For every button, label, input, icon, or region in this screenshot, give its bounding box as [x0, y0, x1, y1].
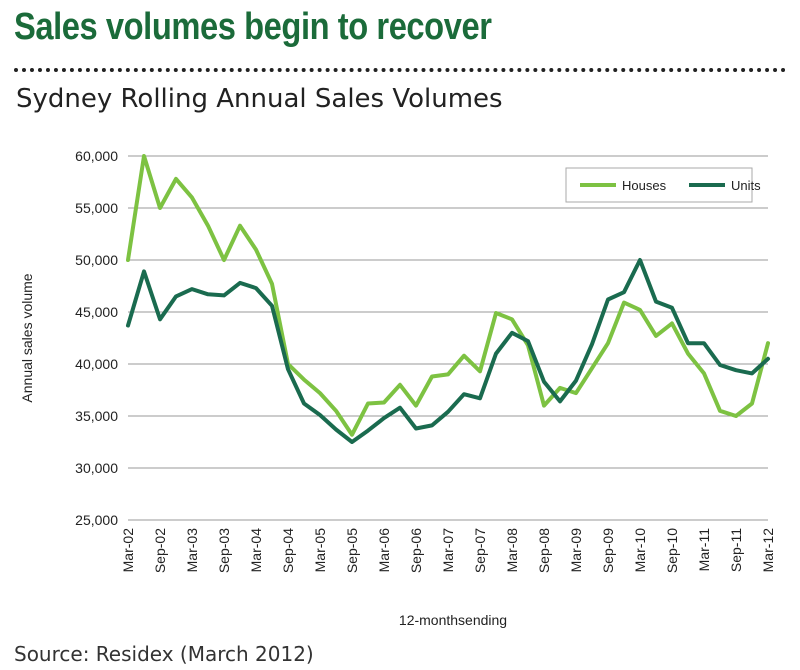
- x-axis-label: 12-monthsending: [399, 612, 507, 628]
- x-tick-label: Mar-06: [376, 528, 392, 573]
- x-tick-label: Mar-10: [632, 528, 648, 573]
- y-tick-label: 55,000: [75, 200, 118, 216]
- x-tick-label: Sep-06: [408, 528, 424, 573]
- sales-volume-chart: 25,000 30,000 35,000 40,000 45,000 50,000 55,0…: [19, 148, 776, 628]
- x-tick-label: Mar-03: [184, 528, 200, 573]
- y-tick-label: 25,000: [75, 512, 118, 528]
- x-tick-label: Sep-03: [216, 528, 232, 573]
- legend-label-houses: Houses: [622, 178, 667, 193]
- legend-label-units: Units: [731, 178, 761, 193]
- y-tick-label: 60,000: [75, 148, 118, 164]
- series-line-units: [126, 258, 770, 444]
- x-tick-label: Sep-10: [664, 528, 680, 573]
- x-tick-label: Mar-07: [440, 528, 456, 573]
- source-note: Source: Residex (March 2012): [14, 642, 314, 666]
- x-tick-label: Sep-08: [536, 528, 552, 573]
- y-axis-label: Annual sales volume: [19, 273, 35, 402]
- x-tick-label: Sep-02: [152, 528, 168, 573]
- x-tick-label: Mar-12: [760, 528, 776, 573]
- x-tick-label: Sep-09: [600, 528, 616, 573]
- y-tick-label: 45,000: [75, 304, 118, 320]
- x-tick-label: Mar-02: [120, 528, 136, 573]
- series-lines: [126, 154, 770, 444]
- y-tick-label: 35,000: [75, 408, 118, 424]
- x-tick-label: Sep-04: [280, 528, 296, 573]
- grid-lines: [128, 155, 768, 521]
- y-tick-label: 50,000: [75, 252, 118, 268]
- headline: Sales volumes begin to recover: [14, 6, 492, 48]
- x-tick-label: Sep-05: [344, 528, 360, 573]
- x-tick-labels: Mar-02 Sep-02 Mar-03 Sep-03 Mar-04 Sep-04 Mar-…: [120, 528, 776, 573]
- x-tick-label: Mar-05: [312, 528, 328, 573]
- x-tick-label: Mar-04: [248, 528, 264, 573]
- x-tick-label: Mar-09: [568, 528, 584, 573]
- y-tick-labels: 25,000 30,000 35,000 40,000 45,000 50,000 55,0…: [75, 148, 118, 528]
- dotted-divider: [14, 68, 786, 72]
- x-tick-label: Sep-11: [728, 528, 744, 572]
- x-tick-label: Sep-07: [472, 528, 488, 573]
- y-tick-label: 40,000: [75, 356, 118, 372]
- chart-title: Sydney Rolling Annual Sales Volumes: [16, 84, 503, 114]
- y-tick-label: 30,000: [75, 460, 118, 476]
- x-tick-label: Mar-11: [696, 528, 712, 572]
- legend: Houses Units: [565, 167, 761, 203]
- x-tick-label: Mar-08: [504, 528, 520, 573]
